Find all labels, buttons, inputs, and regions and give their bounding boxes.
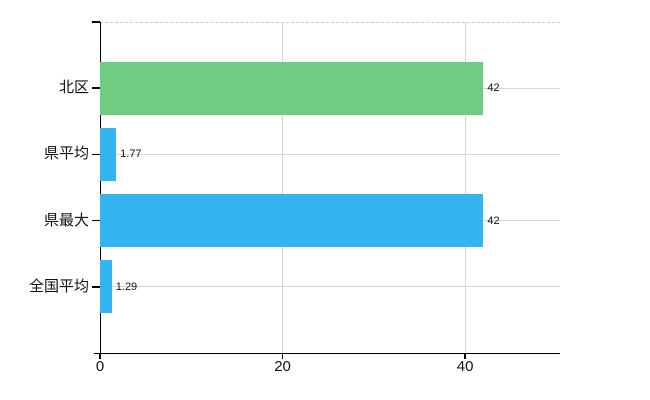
x-axis-line <box>94 352 560 354</box>
y-axis-tick <box>92 153 100 156</box>
value-label: 1.77 <box>120 148 142 161</box>
y-axis-tick <box>92 87 100 89</box>
bar <box>100 61 484 115</box>
bar <box>100 260 112 314</box>
x-axis-tick <box>464 354 466 359</box>
category-label: 北区 <box>58 79 89 97</box>
value-label: 42 <box>487 214 500 227</box>
h-gridline <box>100 286 560 288</box>
x-axis-tick <box>99 354 101 359</box>
x-tick-label: 40 <box>456 358 474 375</box>
x-tick-label: 0 <box>95 358 105 375</box>
x-axis-tick <box>281 354 284 359</box>
x-tick-label: 20 <box>274 358 291 375</box>
bar <box>100 194 484 248</box>
y-axis-top-tick <box>92 21 100 23</box>
value-label: 42 <box>487 82 500 95</box>
category-label: 県平均 <box>43 145 89 163</box>
v-gridline <box>282 22 284 353</box>
category-label: 県最大 <box>43 211 89 229</box>
category-label: 全国平均 <box>28 277 89 295</box>
v-gridline <box>464 22 466 353</box>
h-gridline <box>100 153 560 155</box>
y-axis-tick <box>92 286 100 288</box>
plot-area <box>100 22 560 353</box>
y-axis-tick <box>92 219 100 222</box>
y-axis-line <box>99 22 101 353</box>
plot-top-dashed-border <box>100 22 560 23</box>
bar <box>100 127 117 181</box>
value-label: 1.29 <box>115 280 138 293</box>
